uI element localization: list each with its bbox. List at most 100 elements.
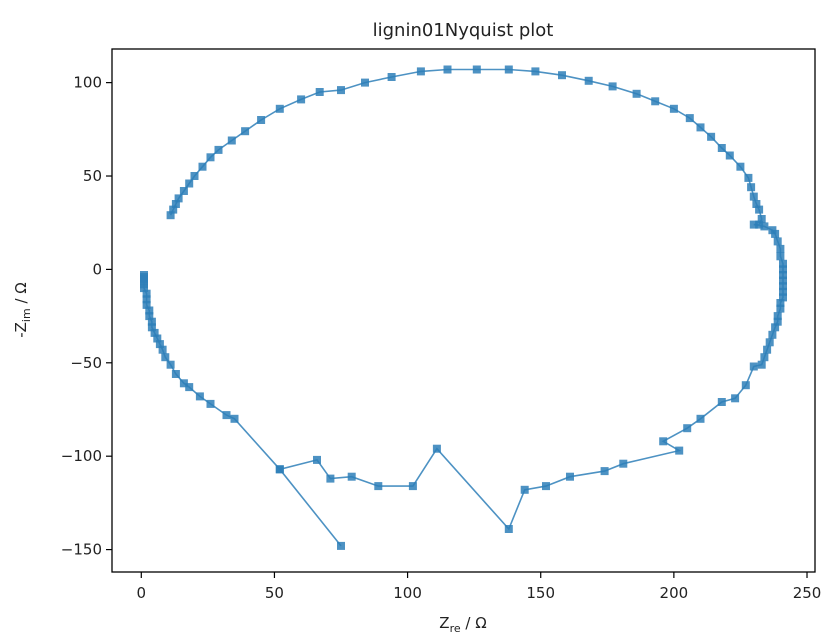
data-point — [755, 220, 764, 229]
y-tick-label: −150 — [61, 541, 102, 559]
data-point — [227, 136, 236, 145]
data-point — [558, 71, 566, 80]
data-point — [155, 340, 164, 349]
data-point — [257, 116, 266, 124]
data-point — [760, 222, 769, 231]
data-point — [171, 200, 180, 208]
data-point — [142, 289, 151, 298]
data-point — [542, 482, 550, 491]
data-point — [150, 328, 159, 337]
data-point — [757, 360, 766, 369]
data-point — [707, 132, 716, 141]
data-point — [347, 472, 356, 481]
data-point — [504, 65, 513, 74]
data-point — [771, 323, 780, 332]
data-point — [408, 482, 417, 491]
x-axis-label-subscript: re — [450, 622, 461, 635]
data-point — [504, 525, 513, 533]
x-tick-label: 50 — [265, 584, 284, 602]
data-point — [337, 86, 345, 95]
y-axis-label-subscript: im — [20, 308, 33, 322]
data-point — [195, 392, 204, 401]
data-point — [763, 345, 772, 354]
y-tick-label: −100 — [61, 447, 102, 465]
data-point — [779, 293, 787, 302]
data-point — [776, 244, 785, 253]
data-point — [717, 144, 726, 152]
data-point — [669, 104, 678, 113]
x-tick-label: 200 — [660, 584, 689, 602]
data-point — [153, 334, 162, 343]
x-tick-label: 250 — [793, 584, 822, 602]
data-point — [741, 381, 750, 390]
data-point — [142, 295, 151, 304]
data-point — [779, 282, 787, 291]
data-point — [619, 459, 628, 468]
data-point — [169, 205, 178, 214]
data-point — [651, 97, 660, 106]
data-point — [374, 482, 383, 491]
data-point — [779, 265, 787, 274]
data-point — [776, 299, 785, 307]
data-point — [313, 455, 321, 464]
x-axis-label-unit: / Ω — [461, 614, 487, 632]
data-point — [142, 300, 151, 309]
y-axis-label-unit: / Ω — [12, 282, 30, 308]
data-point — [696, 123, 705, 132]
data-point — [773, 237, 782, 246]
data-point — [416, 67, 425, 76]
data-point — [443, 65, 452, 74]
chart-title: lignin01Nyquist plot — [373, 20, 554, 41]
y-tick-label: 100 — [73, 74, 102, 92]
data-point — [185, 179, 194, 188]
data-point — [731, 394, 740, 403]
data-point — [432, 444, 441, 453]
series-layer — [140, 65, 787, 550]
data-point — [337, 541, 345, 550]
data-point — [675, 446, 684, 455]
data-point — [140, 274, 148, 283]
data-point — [773, 312, 782, 321]
data-point — [765, 338, 774, 347]
data-point — [171, 370, 180, 378]
data-point — [757, 215, 766, 223]
data-point — [179, 187, 188, 195]
data-point — [760, 353, 769, 362]
data-point — [779, 287, 787, 296]
y-tick-label: 50 — [83, 167, 102, 185]
y-axis: −150 −100 −50 0 50 100 — [61, 74, 112, 559]
data-point — [206, 399, 215, 408]
data-point — [776, 252, 785, 261]
data-point — [275, 104, 284, 113]
data-point — [566, 472, 574, 481]
data-point — [361, 78, 369, 87]
data-point — [717, 398, 726, 406]
data-point — [147, 323, 156, 332]
data-point — [230, 414, 239, 423]
data-point — [749, 220, 758, 229]
data-point — [752, 200, 761, 208]
y-tick-label: 0 — [92, 260, 102, 278]
x-tick-label: 0 — [137, 584, 147, 602]
x-axis: 0 50 100 150 200 250 — [137, 572, 822, 602]
data-point — [747, 183, 756, 192]
data-point — [145, 312, 154, 321]
y-axis-label-main: -Z — [12, 322, 30, 338]
data-point — [600, 467, 609, 476]
data-point — [472, 65, 481, 74]
data-point — [779, 259, 787, 268]
data-point — [326, 474, 335, 483]
data-point — [297, 95, 306, 104]
data-point — [725, 151, 734, 160]
data-point — [214, 145, 223, 154]
data-point — [315, 88, 324, 96]
data-point — [608, 82, 617, 91]
data-point — [174, 194, 183, 203]
data-point — [158, 345, 167, 354]
data-point — [179, 379, 188, 388]
x-axis-label-main: Z — [439, 614, 449, 632]
data-point — [773, 317, 782, 326]
series-line — [143, 68, 784, 547]
data-point — [147, 317, 156, 326]
data-point — [771, 229, 780, 238]
